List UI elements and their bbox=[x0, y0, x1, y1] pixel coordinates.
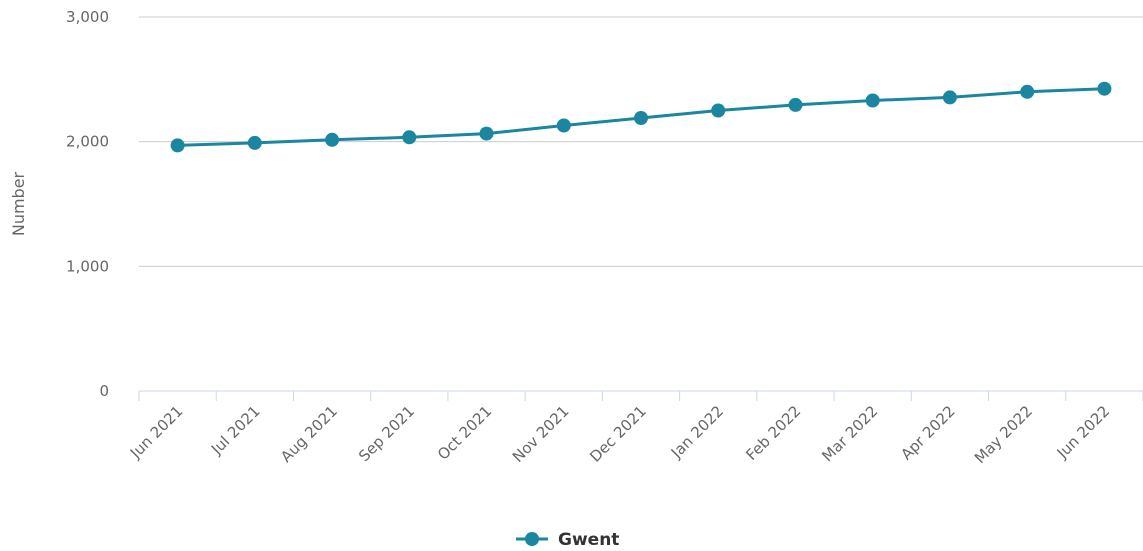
data-point[interactable] bbox=[247, 135, 262, 150]
series-gwent[interactable] bbox=[170, 81, 1112, 153]
y-axis: 0 1,000 2,000 3,000 bbox=[66, 8, 109, 400]
y-axis-title: Number bbox=[9, 171, 28, 236]
data-point[interactable] bbox=[634, 111, 648, 125]
legend[interactable]: Gwent bbox=[516, 530, 619, 550]
data-point[interactable] bbox=[479, 126, 494, 141]
x-tick-label: Oct 2021 bbox=[434, 402, 495, 463]
x-tick-label: Aug 2021 bbox=[277, 402, 341, 466]
legend-label-gwent: Gwent bbox=[558, 530, 619, 550]
data-point[interactable] bbox=[865, 93, 880, 108]
data-point[interactable] bbox=[788, 97, 803, 112]
x-tick-label: Nov 2021 bbox=[509, 402, 573, 466]
y-tick-label: 1,000 bbox=[66, 257, 109, 275]
x-tick-label: May 2022 bbox=[971, 402, 1036, 467]
x-tick-label: Apr 2022 bbox=[897, 402, 958, 463]
x-axis: Jun 2021 Jul 2021 Aug 2021 Sep 2021 Oct 2021… bbox=[126, 390, 1143, 467]
x-tick-label: Jul 2021 bbox=[207, 402, 264, 459]
x-tick-label: Dec 2021 bbox=[586, 402, 650, 466]
data-point[interactable] bbox=[556, 118, 571, 133]
data-point[interactable] bbox=[711, 103, 726, 118]
data-point[interactable] bbox=[1020, 84, 1035, 99]
data-point[interactable] bbox=[170, 138, 185, 153]
x-tick-label: Mar 2022 bbox=[818, 402, 881, 465]
data-point[interactable] bbox=[1097, 81, 1112, 96]
x-tick-label: Jun 2022 bbox=[1053, 402, 1113, 462]
y-tick-label: 0 bbox=[99, 382, 109, 400]
data-point[interactable] bbox=[942, 90, 957, 105]
y-tick-label: 3,000 bbox=[66, 8, 109, 26]
x-tick-label: Feb 2022 bbox=[742, 402, 804, 464]
x-tick-label: Jan 2022 bbox=[667, 402, 727, 462]
x-tick-label: Sep 2021 bbox=[355, 402, 418, 465]
legend-marker-swatch bbox=[525, 532, 539, 546]
x-tick-label: Jun 2021 bbox=[126, 402, 186, 462]
data-point[interactable] bbox=[402, 130, 417, 145]
data-point[interactable] bbox=[325, 132, 340, 147]
y-tick-label: 2,000 bbox=[66, 133, 109, 151]
